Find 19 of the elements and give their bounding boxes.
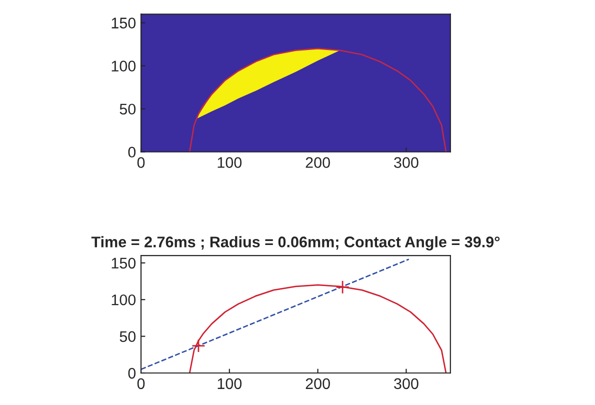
y-tick-label: 50 [120, 104, 136, 115]
y-tick-label: 100 [112, 294, 136, 306]
x-tick-label: 0 [137, 378, 145, 390]
y-tick-label: 150 [112, 18, 136, 28]
x-tick-label: 100 [218, 378, 242, 390]
line-series [188, 284, 447, 374]
x-tick-label: 200 [306, 378, 330, 390]
x-tick-label: 200 [306, 157, 330, 168]
chart-title: Time = 2.76ms ; Radius = 0.06mm; Contact Angle = 39.9° [91, 236, 500, 250]
y-tick-label: 0 [128, 368, 136, 379]
x-tick-label: 300 [394, 378, 418, 390]
line-series [188, 48, 447, 152]
x-tick-label: 300 [394, 157, 418, 168]
x-tick-label: 100 [218, 157, 242, 168]
y-tick-label: 0 [128, 146, 136, 158]
y-tick-label: 100 [112, 60, 136, 72]
x-tick-label: 0 [137, 157, 145, 168]
y-tick-label: 50 [120, 331, 136, 342]
y-tick-label: 150 [112, 258, 136, 269]
